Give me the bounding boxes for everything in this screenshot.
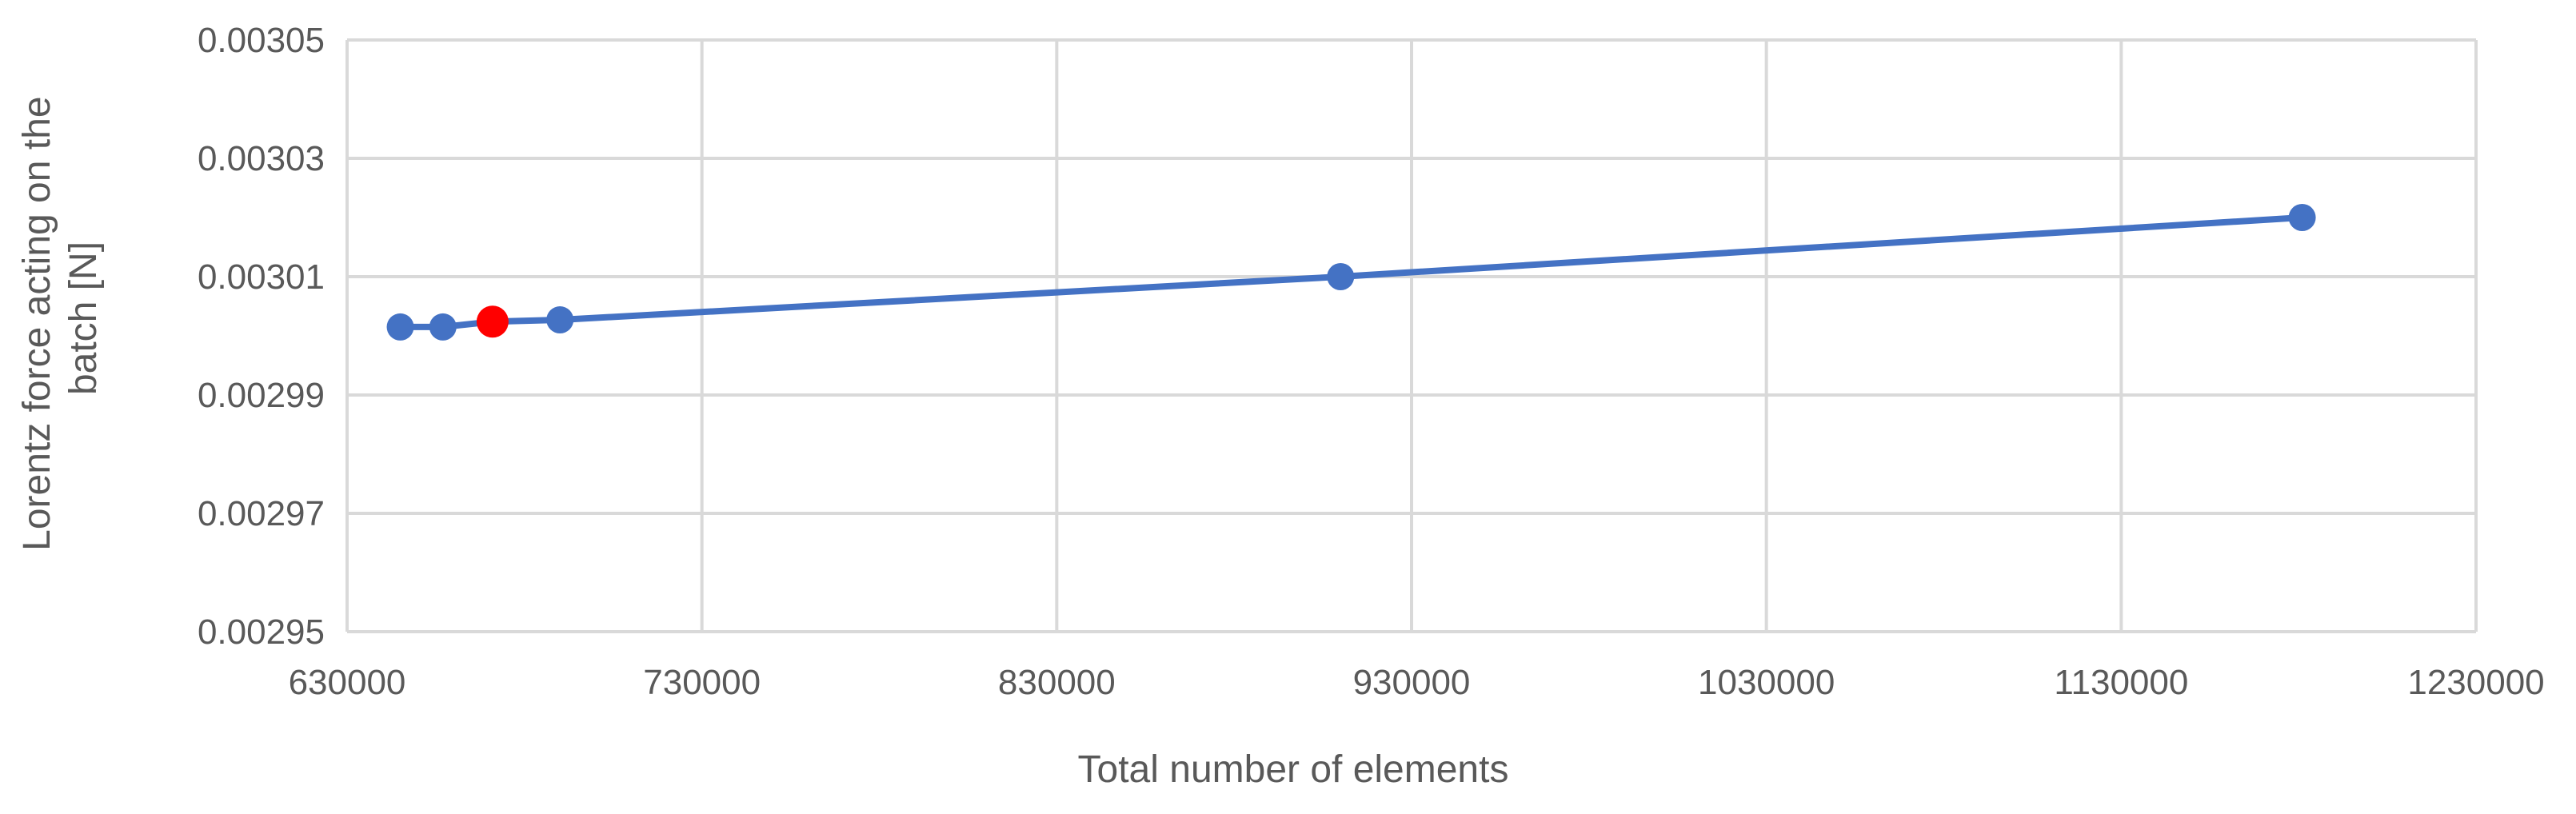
data-point — [386, 313, 414, 341]
x-axis-title: Total number of elements — [1078, 748, 1509, 791]
data-point — [429, 313, 457, 341]
y-axis-title-line-2: batch [N] — [62, 241, 105, 395]
y-tick-label: 0.00299 — [198, 376, 325, 415]
x-tick-label: 1230000 — [2407, 663, 2544, 702]
data-point — [1327, 263, 1355, 290]
x-tick-label: 630000 — [289, 663, 406, 702]
y-axis-title-line-1: Lorentz force acting on the — [16, 96, 58, 550]
y-tick-label: 0.00305 — [198, 21, 325, 60]
x-gridlines — [345, 40, 2478, 632]
y-tick-label: 0.00295 — [198, 612, 325, 652]
data-point — [546, 306, 574, 334]
y-tick-label: 0.00301 — [198, 257, 325, 297]
x-tick-label: 1030000 — [1698, 663, 1835, 702]
x-tick-label: 1130000 — [2054, 663, 2188, 702]
series-group — [386, 204, 2316, 341]
x-tick-label: 730000 — [643, 663, 761, 702]
y-tick-label: 0.00297 — [198, 494, 325, 533]
y-tick-labels: 0.00295 0.00297 0.00299 0.00301 0.00303 0.003… — [198, 21, 325, 652]
data-point — [2288, 204, 2316, 231]
x-tick-label: 930000 — [1353, 663, 1471, 702]
x-tick-labels: 630000 730000 830000 930000 1030000 1130000 12… — [289, 663, 2545, 702]
highlighted-data-point — [476, 305, 509, 338]
y-gridlines — [347, 38, 2476, 633]
y-tick-label: 0.00303 — [198, 139, 325, 178]
y-axis-title: Lorentz force acting on the batch [N] — [16, 86, 105, 551]
x-tick-label: 830000 — [998, 663, 1116, 702]
